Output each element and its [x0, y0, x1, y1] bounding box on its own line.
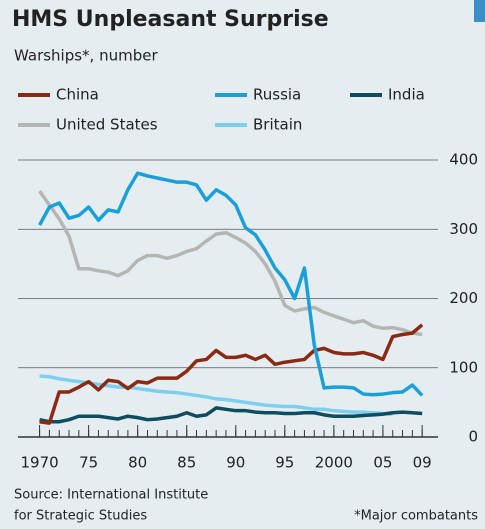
legend-label: India [388, 86, 425, 104]
x-tick-label: 1970 [20, 454, 58, 472]
x-tick-label: 09 [413, 454, 432, 472]
legend-label: Britain [253, 116, 302, 134]
x-tick-label: 80 [128, 454, 147, 472]
x-tick-label: 2000 [315, 454, 353, 472]
footnote: *Major combatants [354, 509, 478, 524]
source: Source: International Institute [14, 488, 208, 503]
series-line [39, 406, 423, 424]
legend-label: Russia [253, 86, 301, 104]
x-tick-label: 95 [275, 454, 294, 472]
y-tick-label: 0 [468, 428, 478, 446]
y-tick-label: 400 [449, 151, 478, 169]
y-tick-label: 300 [449, 220, 478, 238]
subtitle: Warships*, number [14, 47, 158, 65]
y-tick-label: 100 [449, 358, 478, 376]
legend-label: China [56, 86, 99, 104]
series-line [39, 323, 424, 425]
y-tick-label: 200 [449, 289, 478, 307]
x-tick-label: 75 [79, 454, 98, 472]
legend-label: United States [56, 116, 158, 134]
x-tick-label: 90 [226, 454, 245, 472]
x-tick-label: 05 [373, 454, 392, 472]
chart-title: HMS Unpleasant Surprise [12, 7, 329, 32]
source: for Strategic Studies [14, 509, 147, 524]
series-line [39, 374, 393, 416]
corner-tab [474, 0, 485, 22]
series-line [38, 171, 424, 397]
x-tick-label: 85 [177, 454, 196, 472]
series-line [38, 190, 423, 337]
